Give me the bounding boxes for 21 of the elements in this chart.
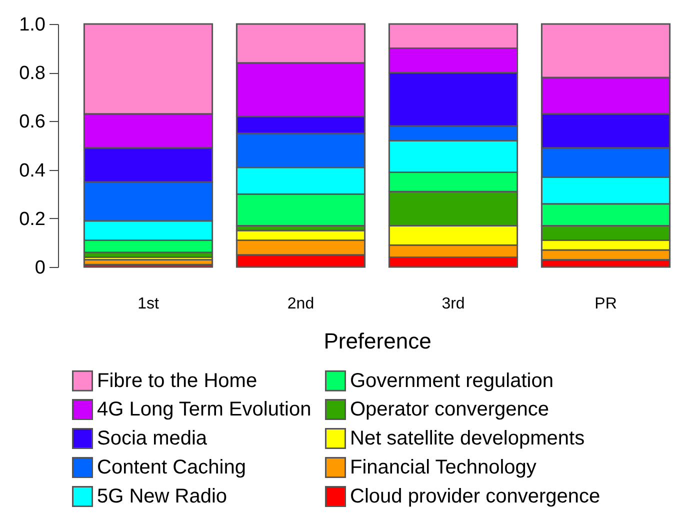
y-tick-label: 0.8 (19, 63, 46, 84)
x-tick-label: PR (594, 296, 617, 312)
x-tick-label: 1st (138, 296, 160, 312)
y-tick-label: 0 (34, 258, 46, 278)
y-tick-label: 0.6 (19, 112, 46, 133)
legend-label: Cloud provider convergence (350, 486, 600, 508)
x-tick-label: 2nd (287, 296, 314, 312)
x-tick-label: 3rd (442, 296, 465, 312)
legend-label: Financial Technology (350, 456, 536, 478)
legend-label: Socia media (97, 428, 208, 450)
legend-label: Government regulation (350, 370, 554, 392)
y-tick-label: 0.4 (19, 160, 46, 182)
legend-label: Content Caching (97, 456, 246, 478)
legend-label: 4G Long Term Evolution (97, 398, 312, 420)
y-tick-label: 1.0 (19, 14, 46, 36)
legend-label: Net satellite developments (350, 428, 585, 450)
x-axis-title: Preference (324, 328, 432, 354)
y-tick-label: 0.2 (19, 208, 46, 230)
legend-label: Fibre to the Home (97, 370, 258, 392)
legend-label: 5G New Radio (97, 486, 228, 508)
legend-label: Operator convergence (350, 398, 550, 420)
